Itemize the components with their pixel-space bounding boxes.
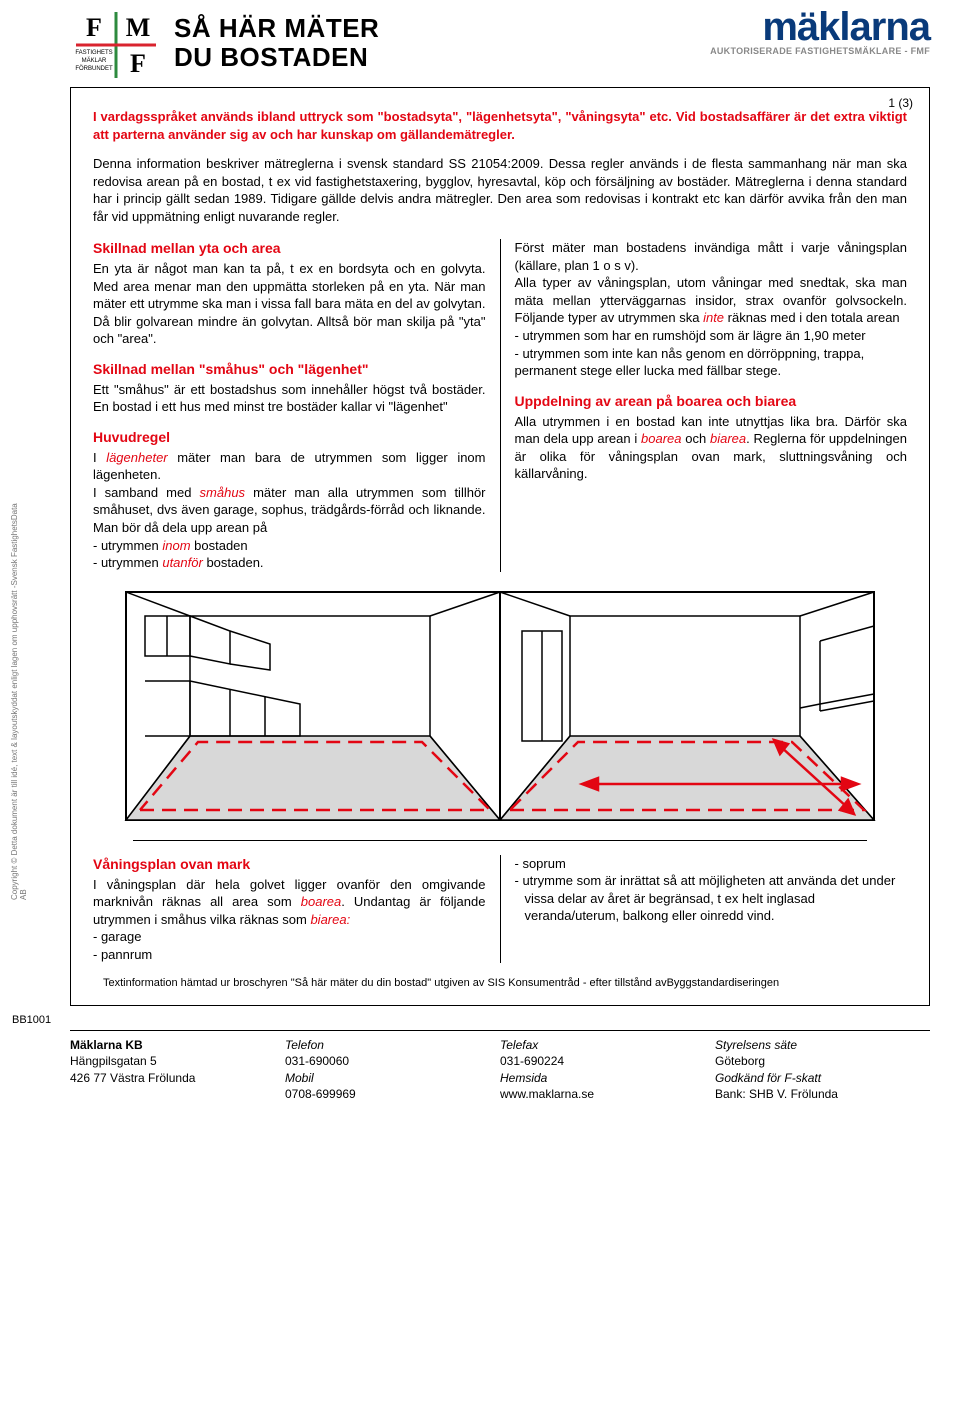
uppdelning-body: Alla utrymmen i en bostad kan inte utnyt…: [515, 413, 908, 483]
page: Copyright © Detta dokument är till idé, …: [0, 0, 960, 1122]
title-block: SÅ HÄR MÄTER DU BOSTADEN: [174, 10, 678, 71]
vaningsplan-body: I våningsplan där hela golvet ligger ova…: [93, 876, 486, 929]
body-yta-area: En yta är något man kan ta på, t ex en b…: [93, 260, 486, 348]
head-vaningsplan: Våningsplan ovan mark: [93, 855, 486, 874]
br-b1: - soprum: [515, 855, 908, 873]
right-b1: - utrymmen som har en rumshöjd som är lä…: [515, 327, 908, 345]
header: F M F FASTIGHETS MÄKLAR FÖRBUNDET SÅ HÄR…: [70, 10, 930, 83]
huvud-bullet1: - utrymmen inom bostaden: [93, 537, 486, 555]
body-smahus: Ett "småhus" är ett bostadshus som inneh…: [93, 381, 486, 416]
fmf-logo: F M F FASTIGHETS MÄKLAR FÖRBUNDET: [70, 10, 162, 83]
huvud-line-a: I lägenheter mäter man bara de utrymmen …: [93, 449, 486, 484]
right-p2: Alla typer av våningsplan, utom våningar…: [515, 274, 908, 327]
svg-text:FASTIGHETS: FASTIGHETS: [75, 50, 112, 56]
head-huvudregel: Huvudregel: [93, 428, 486, 447]
svg-text:F: F: [130, 49, 146, 78]
svg-text:F: F: [86, 13, 102, 42]
huvud-line-b: I samband med småhus mäter man alla utry…: [93, 484, 486, 537]
side-copyright: Copyright © Detta dokument är till idé, …: [10, 500, 28, 900]
svg-text:FÖRBUNDET: FÖRBUNDET: [75, 65, 113, 72]
divider: [133, 840, 867, 841]
head-yta-area: Skillnad mellan yta och area: [93, 239, 486, 258]
footer-col3: Telefax 031-690224 Hemsida www.maklarna.…: [500, 1037, 715, 1102]
title-line1: SÅ HÄR MÄTER: [174, 14, 678, 43]
head-smahus: Skillnad mellan "småhus" och "lägenhet": [93, 360, 486, 379]
columns-upper: Skillnad mellan yta och area En yta är n…: [93, 239, 907, 571]
col-left: Skillnad mellan yta och area En yta är n…: [93, 239, 501, 571]
huvud-bullet2: - utrymmen utanför bostaden.: [93, 554, 486, 572]
maklarna-word: mäklarna: [690, 10, 930, 44]
source-note: Textinformation hämtad ur broschyren "Så…: [93, 977, 907, 989]
page-number: 1 (3): [888, 96, 913, 110]
footer-col1: Mäklarna KB Hängpilsgatan 5 426 77 Västr…: [70, 1037, 285, 1102]
right-b2: - utrymmen som inte kan nås genom en dör…: [515, 345, 908, 380]
room-illustration: [120, 586, 880, 826]
svg-text:MÄKLAR: MÄKLAR: [82, 57, 107, 64]
content-box: 1 (3) I vardagsspråket används ibland ut…: [70, 87, 930, 1006]
body-paragraph: Denna information beskriver mätreglerna …: [93, 155, 907, 225]
right-p1: Först mäter man bostadens invändiga mått…: [515, 239, 908, 274]
bl-b1: - garage: [93, 928, 486, 946]
col-left-lower: Våningsplan ovan mark I våningsplan där …: [93, 855, 501, 964]
footer-col2: Telefon 031-690060 Mobil 0708-699969: [285, 1037, 500, 1102]
col-right: Först mäter man bostadens invändiga mått…: [501, 239, 908, 571]
intro-paragraph: I vardagsspråket används ibland uttryck …: [93, 108, 907, 143]
col-right-lower: - soprum - utrymme som är inrättat så at…: [501, 855, 908, 964]
footer: Mäklarna KB Hängpilsgatan 5 426 77 Västr…: [70, 1030, 930, 1102]
title-line2: DU BOSTADEN: [174, 43, 678, 72]
svg-text:M: M: [126, 13, 151, 42]
doc-code: BB1001: [12, 1014, 930, 1026]
maklarna-logo: mäklarna AUKTORISERADE FASTIGHETSMÄKLARE…: [690, 10, 930, 56]
columns-lower: Våningsplan ovan mark I våningsplan där …: [93, 855, 907, 964]
head-uppdelning: Uppdelning av arean på boarea och biarea: [515, 392, 908, 411]
footer-col4: Styrelsens säte Göteborg Godkänd för F-s…: [715, 1037, 930, 1102]
br-b2: - utrymme som är inrättat så att möjligh…: [515, 872, 908, 925]
bl-b2: - pannrum: [93, 946, 486, 964]
